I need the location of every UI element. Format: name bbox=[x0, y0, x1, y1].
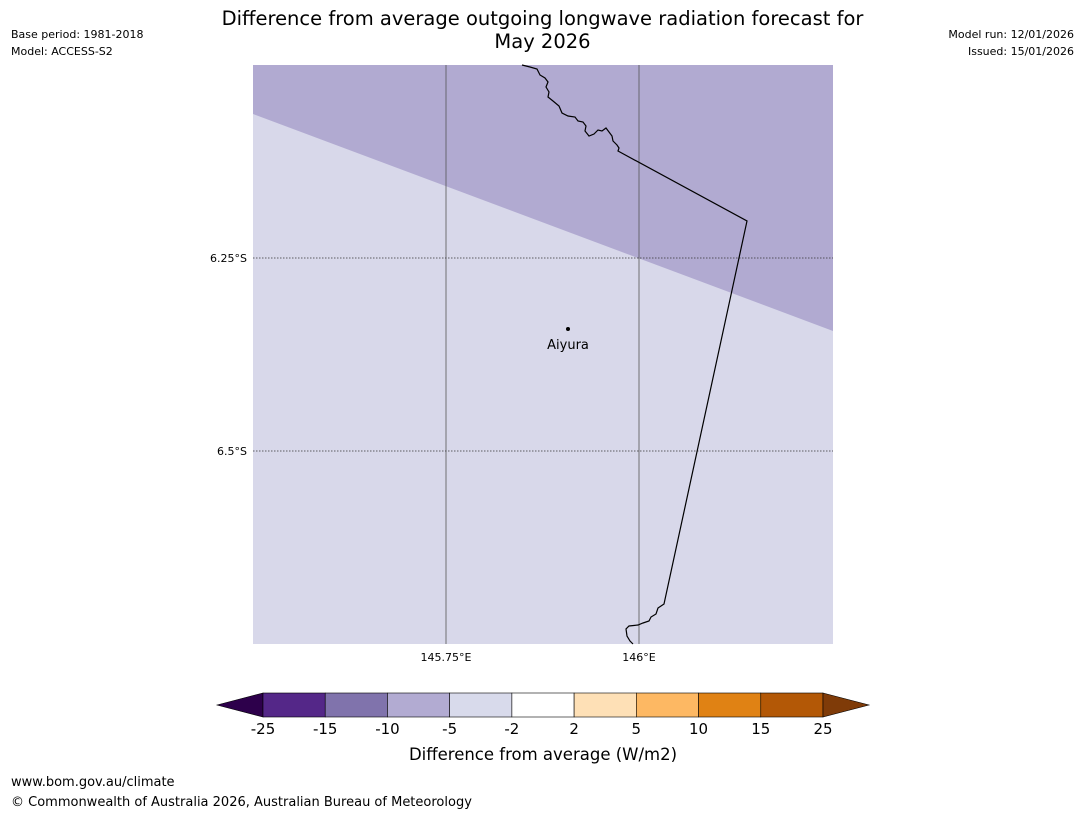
colorbar-tick-label: 5 bbox=[631, 720, 642, 738]
footer-url: www.bom.gov.au/climate bbox=[11, 775, 175, 790]
colorbar-tick-label: 25 bbox=[813, 720, 833, 738]
anomaly-band-upper bbox=[253, 65, 833, 331]
colorbar-tick-label: 2 bbox=[569, 720, 579, 738]
colorbar-segment-5 bbox=[573, 692, 637, 718]
base-period-text: Base period: 1981-2018 bbox=[11, 28, 144, 41]
aiyura-label: Aiyura bbox=[547, 338, 589, 353]
aiyura-marker bbox=[566, 327, 570, 331]
colorbar-segment-7 bbox=[698, 692, 762, 718]
colorbar-segment-8 bbox=[760, 692, 824, 718]
colorbar-over-arrow bbox=[822, 692, 871, 718]
coastline-boundary bbox=[521, 64, 748, 645]
model-text: Model: ACCESS-S2 bbox=[11, 45, 113, 58]
colorbar-tick-label: -10 bbox=[375, 720, 400, 738]
colorbar-tick-label: 15 bbox=[751, 720, 771, 738]
issued-text: Issued: 15/01/2026 bbox=[967, 45, 1074, 58]
colorbar-label: Difference from average (W/m2) bbox=[408, 745, 678, 764]
meta-right: Model run: 12/01/2026 Issued: 15/01/2026 bbox=[948, 26, 1074, 60]
colorbar bbox=[215, 692, 871, 718]
colorbar-segment-2 bbox=[387, 692, 450, 718]
colorbar-segments bbox=[262, 692, 824, 718]
title-line-2: May 2026 bbox=[494, 30, 591, 53]
lat-label-6-5: 6.5°S bbox=[217, 445, 247, 458]
lon-label-145-75: 145.75°E bbox=[421, 651, 472, 664]
colorbar-segment-6 bbox=[636, 692, 699, 718]
colorbar-segment-3 bbox=[449, 692, 513, 718]
colorbar-tick-label: 10 bbox=[689, 720, 709, 738]
map-panel: Aiyura bbox=[253, 64, 833, 645]
colorbar-segment-1 bbox=[324, 692, 388, 718]
lon-label-146: 146°E bbox=[622, 651, 655, 664]
colorbar-tick-label: -15 bbox=[312, 720, 338, 738]
colorbar-tick-label: -5 bbox=[442, 720, 458, 738]
meta-left: Base period: 1981-2018 Model: ACCESS-S2 bbox=[11, 26, 143, 60]
chart-title: Difference from average outgoing longwav… bbox=[180, 7, 905, 53]
colorbar-under-arrow bbox=[215, 692, 264, 718]
colorbar-tick-label: -2 bbox=[504, 720, 520, 738]
colorbar-segment-4 bbox=[511, 692, 575, 718]
title-line-1: Difference from average outgoing longwav… bbox=[221, 7, 864, 30]
lat-label-6-25: 6.25°S bbox=[210, 252, 247, 265]
model-run-text: Model run: 12/01/2026 bbox=[948, 28, 1074, 41]
colorbar-tick-label: -25 bbox=[250, 720, 276, 738]
footer-copyright: © Commonwealth of Australia 2026, Austra… bbox=[11, 795, 472, 810]
colorbar-segment-0 bbox=[262, 692, 326, 718]
